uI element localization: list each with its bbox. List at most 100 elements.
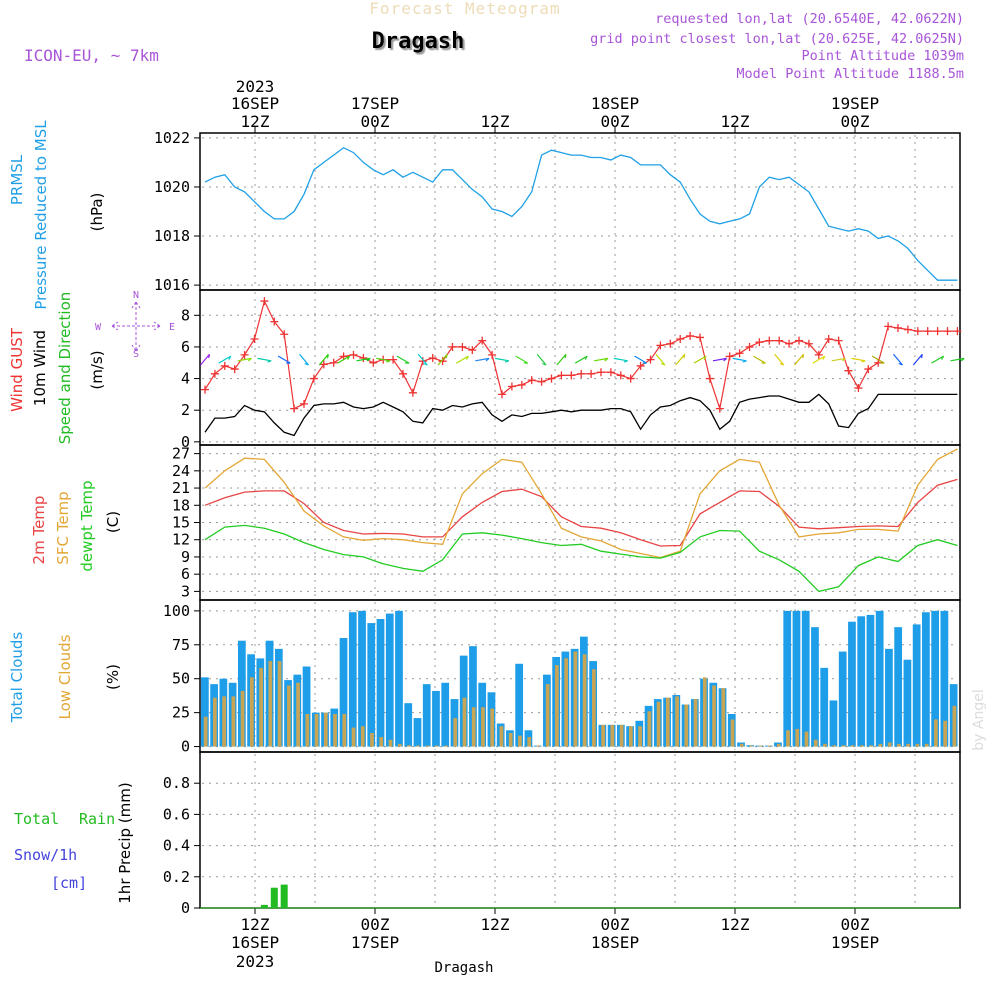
gust-point: [517, 380, 526, 389]
low-cloud-bar: [351, 727, 356, 747]
bottom-year: 2023: [236, 952, 275, 971]
low-cloud-bar: [388, 739, 393, 747]
low-cloud-bar: [943, 720, 947, 747]
total-cloud-bar: [801, 610, 810, 747]
wind-arrow: [774, 353, 785, 366]
total-cloud-bar: [940, 610, 949, 747]
low-cloud-bar: [444, 745, 448, 747]
total-cloud-bar: [894, 627, 903, 747]
wind-arrow: [456, 355, 469, 364]
total-cloud-bar: [358, 610, 366, 747]
low-cloud-bar: [231, 696, 236, 747]
total-cloud-bar: [201, 677, 209, 747]
low-cloud-bar: [425, 745, 430, 747]
gust-point: [814, 350, 823, 359]
total-cloud-bar: [302, 666, 311, 747]
low-cloud-bar: [296, 682, 300, 747]
precip-ytick-label: 0.8: [163, 774, 190, 792]
cloud-ytick-label: 50: [172, 670, 190, 688]
wind-arrow: [376, 357, 391, 363]
wind-arrow: [337, 355, 351, 364]
bottom-day-label: 16SEP: [231, 933, 279, 952]
gust-point: [220, 361, 229, 370]
gust-point: [201, 385, 209, 394]
dewpt-temp-line: [204, 524, 958, 593]
low-cloud-bar: [240, 690, 245, 747]
gust-point: [735, 349, 744, 358]
low-cloud-bar: [213, 697, 217, 747]
wind-ytick-label: 8: [181, 306, 190, 324]
low-cloud-bar: [924, 743, 929, 747]
bottom-hour-label: 12Z: [481, 915, 510, 934]
rain-bar: [280, 884, 288, 908]
total-cloud-bar: [875, 610, 884, 747]
top-hour-label: 12Z: [721, 112, 750, 131]
wind-arrow: [712, 357, 728, 362]
wind-arrow: [831, 357, 846, 362]
total-cloud-bar: [348, 612, 357, 747]
wind-arrow: [613, 357, 628, 363]
low-cloud-bar: [536, 745, 541, 747]
low-clouds-label: Low Clouds: [56, 634, 74, 719]
wind-arrow: [893, 353, 903, 366]
low-cloud-bar: [776, 743, 781, 747]
gust-point: [755, 338, 764, 347]
gust-point: [785, 339, 794, 348]
low-cloud-bar: [841, 745, 846, 747]
wind-arrow: [318, 353, 329, 366]
total-cloud-bar: [885, 648, 893, 747]
total-cloud-bar: [469, 646, 477, 747]
wind-arrow: [396, 355, 410, 364]
gust-point: [894, 323, 902, 332]
gust-point: [725, 352, 734, 361]
low-cloud-bar: [628, 726, 633, 747]
cloud-ytick-label: 100: [163, 602, 190, 620]
station-title: Dragash: [372, 29, 465, 54]
total-cloud-bar: [931, 610, 940, 747]
low-cloud-bar: [601, 724, 605, 747]
wind-labels: Wind GUST 10m Wind Speed and Direction (…: [8, 290, 175, 444]
wind-arrow: [594, 357, 609, 362]
low-cloud-bar: [508, 733, 513, 747]
rain-bar: [270, 887, 278, 908]
temp-2m-line: [204, 478, 958, 547]
wind-line: [204, 393, 958, 437]
low-cloud-bar: [767, 745, 772, 747]
wind-arrow: [732, 357, 747, 363]
pressure-ytick-label: 1020: [154, 178, 190, 196]
low-cloud-bar: [749, 745, 753, 747]
low-cloud-bar: [712, 685, 716, 747]
wind-arrow: [417, 353, 428, 366]
gust-point: [854, 384, 863, 393]
gust-point: [884, 322, 893, 331]
top-day-label: 18SEP: [591, 94, 639, 113]
total-cloud-bar: [367, 623, 376, 747]
precip-labels: Total Rain Snow/1h [cm] 1hr Precip (mm): [14, 782, 134, 903]
gust-point: [715, 404, 724, 413]
compass-east: E: [169, 322, 175, 333]
total-cloud-bar: [376, 619, 385, 747]
wind-arrow: [218, 355, 232, 364]
gust-point: [309, 374, 318, 383]
gust-point: [597, 368, 605, 377]
pressure-ytick-label: 1016: [154, 276, 190, 294]
total-cloud-bar: [829, 700, 838, 747]
low-cloud-bar: [249, 677, 254, 747]
bottom-hour-label: 12Z: [241, 915, 270, 934]
low-cloud-bar: [555, 665, 559, 747]
low-cloud-bar: [610, 724, 615, 747]
wind-arrow: [634, 355, 647, 364]
gust-point: [696, 333, 704, 342]
temp-ytick-label: 6: [181, 565, 190, 583]
low-cloud-bar: [564, 658, 568, 747]
bottom-hour-label: 12Z: [721, 915, 750, 934]
gust-point: [775, 336, 784, 345]
top-hour-label: 00Z: [841, 112, 870, 131]
low-cloud-bar: [342, 714, 347, 747]
rain-bar: [260, 904, 268, 908]
gust-point: [577, 369, 586, 378]
gust-point: [913, 327, 922, 336]
